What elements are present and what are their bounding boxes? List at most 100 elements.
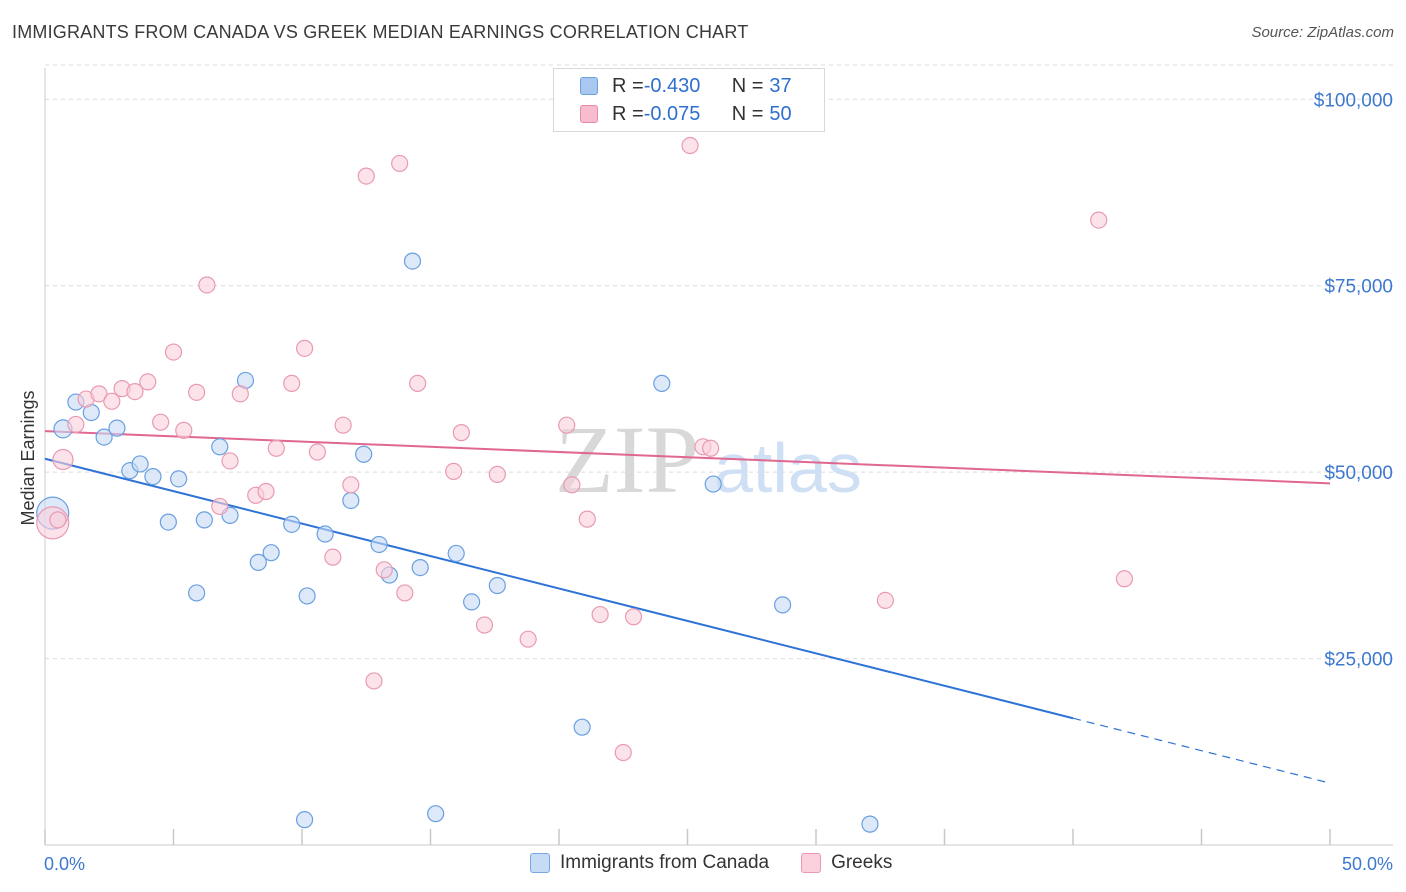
- legend-label-greeks: Greeks: [831, 852, 893, 873]
- point-canada: [159, 513, 177, 531]
- legend-item-greeks[interactable]: Greeks: [801, 852, 892, 874]
- point-canada: [370, 535, 388, 554]
- point-greeks: [52, 448, 74, 471]
- trend-line-canada-extension: [1072, 717, 1331, 784]
- y-axis-label: Median Earnings: [18, 390, 38, 525]
- point-canada: [95, 428, 113, 446]
- gridlines: [45, 64, 1393, 660]
- legend-n-label: N =: [731, 74, 764, 97]
- point-greeks: [445, 462, 463, 480]
- point-greeks: [334, 416, 352, 434]
- point-canada: [427, 805, 445, 823]
- point-canada: [403, 252, 422, 270]
- point-greeks: [702, 439, 720, 457]
- point-greeks: [198, 276, 216, 294]
- chart-title: IMMIGRANTS FROM CANADA VS GREEK MEDIAN E…: [12, 22, 749, 42]
- legend-r-value: -0.430: [643, 74, 701, 97]
- point-canada: [316, 525, 334, 543]
- correlation-legend: R = -0.430 N = 37 R = -0.075 N = 50: [553, 68, 825, 132]
- point-greeks: [519, 630, 537, 648]
- point-canada: [170, 470, 188, 488]
- point-canada: [773, 596, 792, 614]
- point-canada: [249, 553, 267, 571]
- point-greeks: [103, 392, 121, 410]
- watermark: ZIP atlas: [555, 406, 862, 513]
- point-canada: [342, 491, 360, 510]
- point-greeks: [308, 443, 327, 461]
- point-greeks: [295, 339, 314, 357]
- point-greeks: [1115, 570, 1134, 588]
- tick-labels: $25,000 $50,000 $75,000 $100,000 0.0% 50.0%: [44, 90, 1393, 874]
- point-greeks: [409, 374, 427, 393]
- x-tick-label: 50.0%: [1342, 854, 1393, 874]
- point-greeks: [231, 385, 249, 403]
- point-canada: [144, 468, 162, 486]
- point-greeks: [283, 374, 301, 393]
- point-canada: [488, 576, 506, 595]
- legend-r-label: R =: [612, 74, 644, 97]
- point-canada: [355, 445, 373, 463]
- legend-n-label: N =: [731, 102, 764, 125]
- legend-n-value: 50: [769, 102, 792, 125]
- point-greeks: [488, 465, 506, 483]
- legend-row-greeks: R = -0.075 N = 50: [554, 101, 792, 127]
- point-greeks: [324, 548, 342, 566]
- point-greeks: [221, 452, 239, 470]
- series-legend: Immigrants from Canada Greeks: [530, 852, 924, 874]
- point-canada: [295, 811, 314, 829]
- point-canada: [262, 544, 280, 562]
- legend-r-value: -0.075: [643, 102, 701, 125]
- point-canada: [211, 438, 229, 456]
- point-canada: [704, 475, 722, 493]
- point-greeks: [267, 439, 285, 457]
- point-canada: [411, 558, 429, 577]
- point-greeks: [164, 343, 183, 361]
- point-greeks: [391, 154, 409, 173]
- point-greeks: [452, 424, 470, 442]
- y-tick-label: $100,000: [1314, 90, 1393, 111]
- y-tick-label: $50,000: [1324, 463, 1393, 484]
- point-greeks: [563, 476, 581, 494]
- point-greeks: [578, 510, 596, 528]
- point-canada: [861, 815, 879, 833]
- axes: [44, 68, 1393, 846]
- point-greeks: [188, 383, 206, 401]
- legend-swatch-canada: [580, 77, 598, 95]
- point-canada: [131, 455, 149, 473]
- legend-swatch-greeks: [580, 105, 598, 123]
- point-greeks: [211, 497, 229, 516]
- legend-label-canada: Immigrants from Canada: [560, 852, 770, 873]
- watermark-zip: ZIP: [555, 406, 699, 513]
- point-greeks: [139, 373, 157, 391]
- point-greeks: [396, 584, 414, 602]
- point-canada: [195, 511, 213, 529]
- x-tick-label: 0.0%: [44, 854, 85, 874]
- point-greeks: [49, 511, 67, 529]
- chart-source: Source: ZipAtlas.com: [1251, 24, 1394, 41]
- point-greeks: [558, 416, 576, 434]
- point-greeks: [375, 561, 393, 579]
- watermark-atlas: atlas: [714, 429, 862, 507]
- point-greeks: [1090, 211, 1108, 229]
- point-greeks: [126, 383, 144, 401]
- point-canada: [108, 419, 126, 437]
- point-canada: [298, 587, 316, 605]
- point-canada: [283, 515, 301, 533]
- point-greeks: [175, 421, 193, 439]
- point-canada: [188, 584, 206, 602]
- point-canada: [653, 374, 671, 393]
- data-points: [36, 136, 1134, 833]
- legend-item-canada[interactable]: Immigrants from Canada: [530, 852, 769, 874]
- legend-r-label: R =: [612, 102, 644, 125]
- trend-line-greeks: [44, 430, 1331, 485]
- point-greeks: [681, 136, 699, 155]
- point-greeks: [614, 743, 632, 762]
- point-greeks: [365, 672, 383, 690]
- point-greeks: [357, 167, 375, 185]
- y-tick-label: $75,000: [1324, 277, 1393, 298]
- point-canada: [463, 593, 481, 611]
- point-greeks: [342, 476, 360, 494]
- legend-swatch-greeks: [801, 853, 822, 873]
- point-canada: [447, 544, 465, 563]
